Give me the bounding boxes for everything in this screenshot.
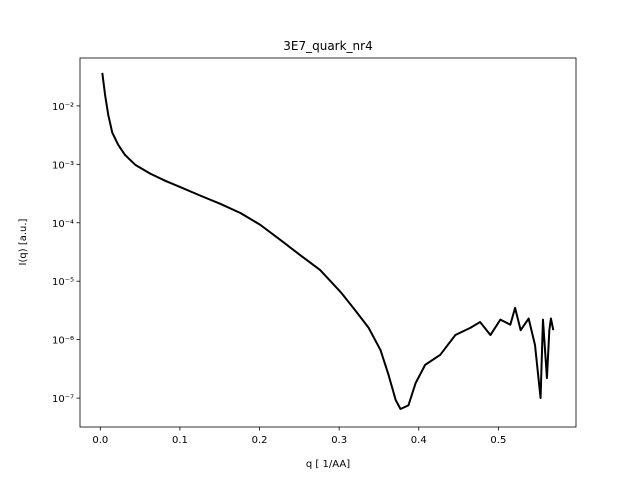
y-tick-label: 10⁻⁶	[52, 336, 74, 347]
x-tick-label: 0.3	[331, 435, 347, 446]
x-tick-label: 0.4	[411, 435, 427, 446]
x-tick-label: 0.5	[490, 435, 506, 446]
y-tick-label: 10⁻³	[52, 160, 74, 171]
y-axis-label: I(q) [a.u.]	[18, 218, 29, 265]
plot-frame	[79, 57, 577, 428]
x-tick-label: 0.2	[252, 435, 268, 446]
x-tick-label: 0.0	[92, 435, 108, 446]
y-tick-label: 10⁻²	[52, 102, 74, 113]
chart-title: 3E7_quark_nr4	[283, 39, 372, 53]
x-tick-label: 0.1	[172, 435, 188, 446]
data-line	[101, 72, 555, 411]
y-tick-label: 10⁻⁵	[52, 277, 74, 288]
y-tick-label: 10⁻⁷	[52, 394, 74, 405]
x-axis-label: q [ 1/AA]	[306, 459, 350, 470]
y-tick-label: 10⁻⁴	[52, 219, 74, 230]
